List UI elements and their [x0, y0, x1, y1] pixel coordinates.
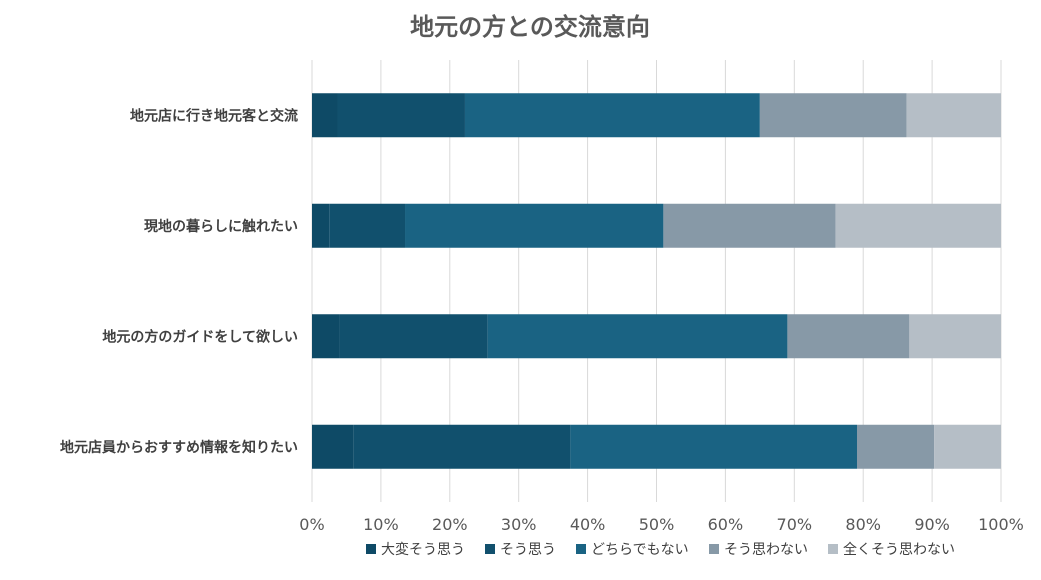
legend-label: そう思う	[500, 542, 556, 558]
x-tick-label: 20%	[432, 515, 468, 534]
bar-segment	[312, 314, 340, 359]
bar-segment	[856, 424, 935, 469]
category-label: 地元の方のガイドをして欲しい	[102, 328, 298, 345]
x-tick-label: 70%	[777, 515, 813, 534]
x-tick-label: 80%	[845, 515, 881, 534]
legend-label: そう思わない	[724, 542, 808, 558]
category-label: 現地の暮らしに触れたい	[144, 218, 298, 235]
bar-segment	[312, 203, 330, 248]
legend-label: 全くそう思わない	[843, 541, 955, 558]
bar-segment	[759, 93, 907, 138]
category-label: 地元店に行き地元客と交流	[130, 107, 298, 124]
x-tick-label: 40%	[570, 515, 606, 534]
bar-segment	[353, 424, 571, 469]
legend-label: どちらでもない	[591, 542, 689, 558]
legend-swatch	[576, 544, 586, 554]
bar-segment	[787, 314, 910, 359]
legend-label: 大変そう思う	[381, 541, 465, 558]
bar-segment	[329, 203, 406, 248]
x-tick-label: 100%	[978, 515, 1024, 534]
bar-segment	[312, 93, 338, 138]
x-tick-label: 90%	[914, 515, 950, 534]
bar-segment	[312, 424, 354, 469]
bar-segment	[337, 93, 465, 138]
bar-segment	[663, 203, 836, 248]
x-tick-label: 10%	[363, 515, 399, 534]
category-labels: 地元店に行き地元客と交流現地の暮らしに触れたい地元の方のガイドをして欲しい地元店…	[60, 107, 298, 456]
legend-swatch	[828, 544, 838, 554]
bar-segment	[339, 314, 488, 359]
x-tick-label: 0%	[299, 515, 324, 534]
bar-segment	[909, 314, 1001, 359]
chart-title: 地元の方との交流意向	[410, 13, 650, 41]
x-axis-ticks: 0% 10% 20% 30% 40% 50% 60% 70% 80% 90% 100%	[299, 515, 1024, 534]
bar-segment	[934, 424, 1001, 469]
legend-swatch	[485, 544, 495, 554]
x-tick-label: 30%	[501, 515, 537, 534]
bar-segment	[405, 203, 664, 248]
bar-segment	[487, 314, 788, 359]
legend-swatch	[366, 544, 376, 554]
bar-segment	[464, 93, 760, 138]
bar-segment	[906, 93, 1001, 138]
bars	[312, 93, 1001, 469]
bar-segment	[835, 203, 1001, 248]
legend-swatch	[709, 544, 719, 554]
legend: 大変そう思う そう思う どちらでもない そう思わない 全くそう思わない	[366, 541, 955, 558]
x-tick-label: 50%	[639, 515, 675, 534]
bar-segment	[570, 424, 857, 469]
category-label: 地元店員からおすすめ情報を知りたい	[60, 439, 298, 456]
x-tick-label: 60%	[708, 515, 744, 534]
